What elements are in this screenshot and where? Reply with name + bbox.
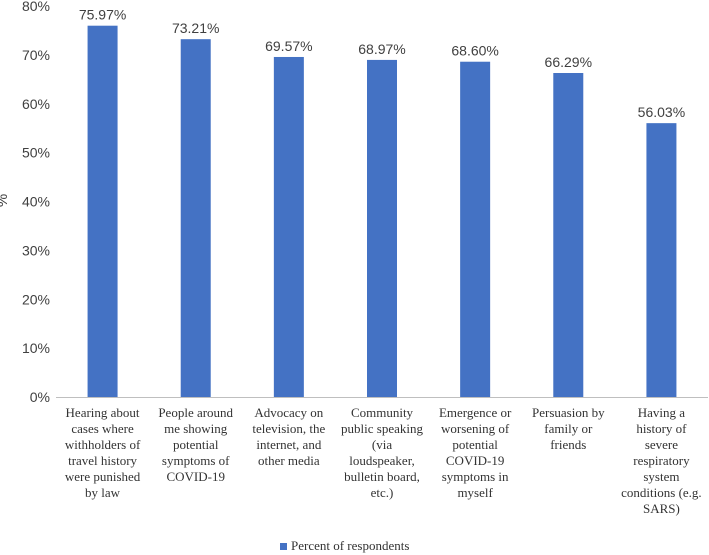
data-label: 68.97% (358, 41, 405, 57)
legend: Percent of respondents (280, 538, 409, 554)
data-label: 75.97% (79, 7, 126, 23)
y-tick-label: 50% (22, 145, 50, 161)
y-axis-label: % (0, 194, 11, 207)
y-tick-label: 80% (22, 0, 50, 14)
data-label: 68.60% (451, 43, 498, 59)
x-category-label: People around me showing potential sympt… (158, 405, 234, 484)
legend-swatch (280, 542, 287, 550)
data-label: 73.21% (172, 20, 219, 36)
x-category-label: Having a history of severe respiratory s… (621, 405, 702, 516)
y-tick-label: 0% (30, 389, 50, 405)
y-tick-label: 40% (22, 194, 50, 210)
bar (180, 39, 211, 397)
data-labels-group: 75.97% 73.21% 69.57% 68.97% 68.60% 66.29% 56.0… (79, 7, 685, 120)
bar (646, 123, 677, 397)
data-label: 66.29% (545, 54, 592, 70)
bar (460, 61, 491, 397)
y-tick-label: 10% (22, 340, 50, 356)
y-tick-label: 30% (22, 242, 50, 258)
bar (553, 73, 584, 397)
bars-group (87, 25, 677, 398)
y-axis: 0% 10% 20% 30% 40% 50% 60% 70% 80% (22, 0, 708, 405)
legend-label: Percent of respondents (291, 538, 410, 553)
x-category-label: Community public speaking (via loudspeak… (341, 405, 423, 500)
bar (367, 59, 397, 398)
y-tick-label: 60% (22, 96, 50, 112)
x-category-label: Hearing about cases where withholders of… (64, 405, 141, 500)
bar (273, 56, 304, 397)
x-category-label: Advocacy on television, the internet, an… (252, 405, 326, 468)
bar (87, 25, 118, 397)
x-category-label: Persuasion by family or friends (531, 405, 605, 452)
y-tick-label: 20% (22, 291, 50, 307)
data-label: 69.57% (265, 38, 312, 54)
y-tick-label: 70% (22, 47, 50, 63)
data-label: 56.03% (638, 104, 685, 120)
x-category-label: Emergence or worsening of potential COVI… (438, 405, 512, 500)
